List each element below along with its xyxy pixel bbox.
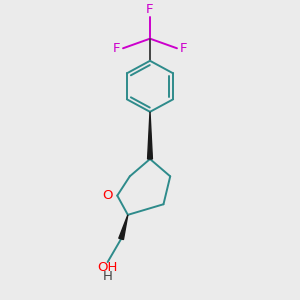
Text: F: F	[146, 2, 154, 16]
Text: O: O	[102, 189, 112, 202]
Polygon shape	[119, 215, 128, 240]
Polygon shape	[148, 112, 152, 159]
Text: OH: OH	[98, 261, 118, 274]
Text: F: F	[180, 42, 187, 55]
Text: H: H	[103, 270, 112, 283]
Text: F: F	[113, 42, 120, 55]
